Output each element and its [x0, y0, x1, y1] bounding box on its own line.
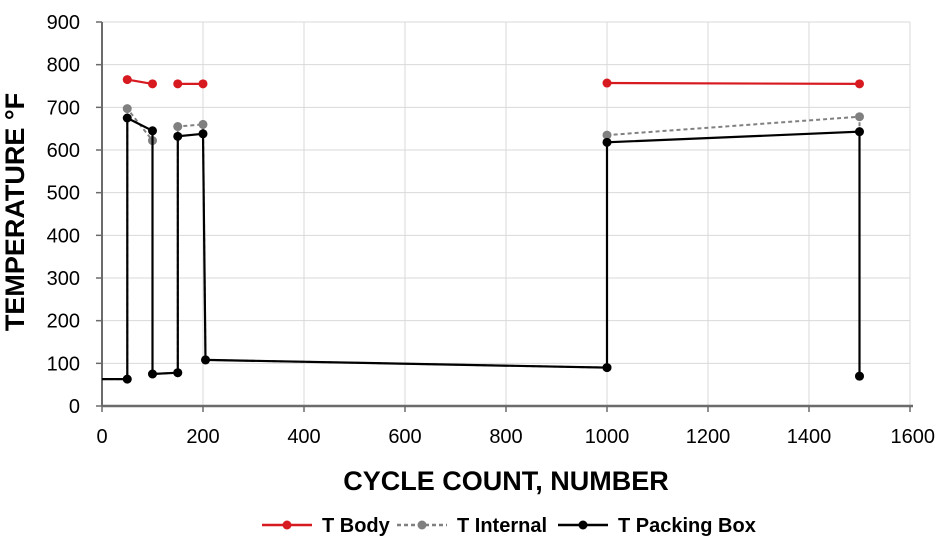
series-line-t-internal	[102, 105, 861, 381]
legend-item-t-internal: T Internal	[397, 515, 547, 537]
legend: T Body T Internal T Packing Box	[262, 515, 756, 537]
data-point-t-body	[148, 79, 157, 89]
data-point-t-packing-box	[602, 137, 612, 147]
legend-marker	[282, 520, 292, 530]
data-point-t-internal	[173, 122, 183, 132]
grid	[102, 21, 911, 406]
data-point-t-packing-box	[148, 126, 157, 136]
series-line-t-body	[606, 81, 860, 85]
data-point-t-packing-box	[122, 374, 132, 384]
data-point-t-body	[855, 79, 864, 89]
y-axis-title: TEMPERATURE °F	[0, 93, 30, 331]
y-tick-label: 600	[47, 140, 80, 162]
legend-label: T Internal	[457, 515, 547, 537]
series-line-t-packing-box	[102, 116, 861, 381]
series-t-internal	[102, 104, 864, 384]
data-point-t-body	[602, 78, 612, 88]
y-tick-label: 800	[47, 55, 80, 77]
x-tick-label: 0	[96, 426, 107, 448]
data-point-t-body	[122, 75, 132, 85]
data-point-t-internal	[122, 104, 132, 114]
x-tick-label: 800	[489, 426, 522, 448]
data-point-t-packing-box	[173, 368, 183, 378]
data-point-t-packing-box	[855, 371, 864, 381]
data-point-t-packing-box	[173, 131, 183, 141]
x-tick-label: 200	[186, 426, 219, 448]
data-point-t-packing-box	[122, 113, 132, 123]
y-tick-label: 500	[47, 183, 80, 205]
y-tick-label: 100	[47, 353, 80, 375]
series-t-packing-box	[102, 113, 864, 384]
y-tick-label: 400	[47, 225, 80, 247]
x-tick-label: 1400	[787, 426, 832, 448]
series-t-body	[122, 75, 864, 89]
axes	[96, 21, 913, 412]
x-tick-label: 1200	[686, 426, 731, 448]
y-tick-label: 700	[47, 97, 80, 119]
x-axis-title: CYCLE COUNT, NUMBER	[343, 466, 669, 496]
y-tick-label: 0	[69, 396, 80, 418]
data-point-t-internal	[198, 119, 208, 129]
legend-item-t-packing-box: T Packing Box	[558, 515, 756, 537]
x-tick-label: 400	[287, 426, 320, 448]
y-tick-label: 300	[47, 268, 80, 290]
data-point-t-packing-box	[602, 363, 612, 373]
y-tick-labels: 0 100 200 300 400 500 600 700 800 900	[47, 12, 80, 418]
data-point-t-packing-box	[148, 369, 157, 379]
data-point-t-packing-box	[198, 129, 208, 139]
legend-item-t-body: T Body	[262, 515, 391, 537]
data-point-t-internal	[602, 130, 612, 140]
data-point-t-packing-box	[855, 127, 864, 137]
data-point-t-internal	[855, 112, 864, 122]
x-tick-label: 1000	[585, 426, 630, 448]
legend-marker	[578, 520, 588, 530]
y-tick-label: 900	[47, 12, 80, 34]
y-tick-label: 200	[47, 311, 80, 333]
data-point-t-body	[198, 79, 208, 89]
data-point-t-packing-box	[201, 355, 211, 365]
series-layer	[102, 75, 864, 384]
legend-label: T Packing Box	[618, 515, 756, 537]
legend-label: T Body	[322, 515, 391, 537]
data-point-t-body	[173, 79, 183, 89]
x-tick-labels: 0 200 400 600 800 1000 1200 1400 1600	[96, 426, 935, 448]
x-tick-label: 600	[388, 426, 421, 448]
legend-marker	[417, 520, 427, 530]
x-tick-label: 1600	[891, 426, 935, 448]
